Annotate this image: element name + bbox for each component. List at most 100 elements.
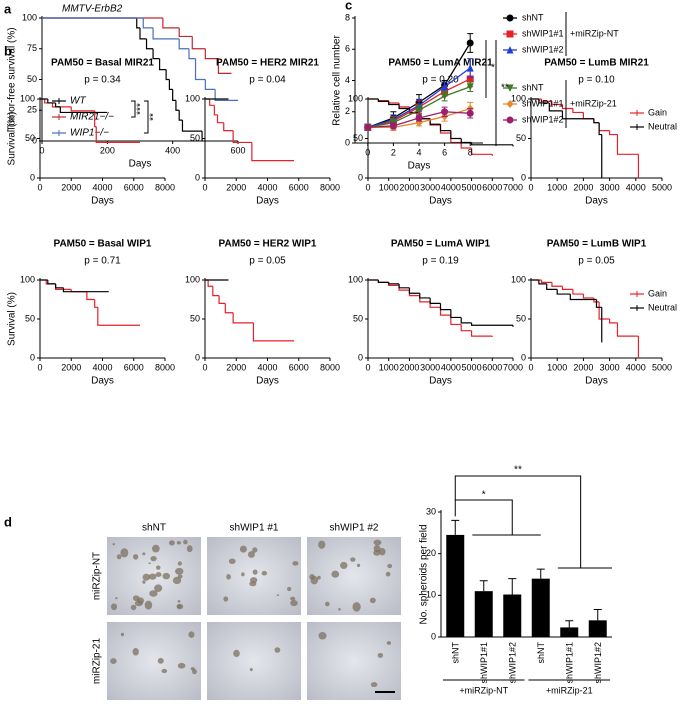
x-tick-label: 0 (528, 362, 533, 372)
spheroid (157, 657, 164, 664)
survival-step (609, 130, 618, 136)
micrograph (207, 622, 301, 700)
survival-step (191, 36, 206, 50)
panel-label: c (345, 0, 352, 12)
survival-step (175, 100, 180, 111)
x-tick-label: 8000 (320, 182, 340, 192)
survival-step (561, 286, 573, 290)
survival-step (569, 294, 589, 301)
survival-step (572, 108, 584, 114)
marker (506, 84, 514, 92)
survival-step (450, 315, 462, 326)
x-tick-label: 0 (365, 362, 370, 372)
significance-bracket (131, 100, 136, 118)
x-tick-label: 4000 (626, 182, 646, 192)
survival-step (207, 280, 213, 287)
survival-step (159, 58, 167, 71)
x-tick-label: 2000 (61, 182, 81, 192)
x-tick-label: 8 (468, 147, 473, 157)
survival-step (556, 289, 571, 295)
x-axis-label: Days (91, 196, 114, 207)
error-bar (451, 519, 460, 535)
survival-step (388, 101, 400, 106)
spheroid (168, 540, 175, 546)
error-bar (536, 568, 545, 579)
x-tick-label: 0 (39, 145, 44, 155)
y-tick-label: 100 (348, 274, 363, 284)
significance-label: * (482, 490, 486, 501)
y-tick-label: 50 (27, 74, 37, 84)
survival-step (136, 18, 140, 29)
x-tick-label: 0 (528, 182, 533, 192)
x-tick-label: 5000 (652, 182, 672, 192)
survival-step (595, 299, 602, 308)
spheroid (133, 554, 139, 560)
survival-step (47, 280, 56, 285)
x-axis-label: Days (585, 376, 608, 387)
x-tick-label: 2 (391, 147, 396, 157)
bar (531, 578, 550, 637)
x-tick-label: 1000 (379, 182, 399, 192)
spheroid (249, 668, 253, 672)
survival-step (460, 317, 472, 324)
x-tick-label: 1000 (547, 362, 567, 372)
spheroid (115, 597, 118, 600)
x-tick-label: 1000 (379, 362, 399, 372)
spheroid (161, 668, 168, 674)
group-label: +miRZip-NT (570, 28, 619, 38)
x-tick-label: 6000 (124, 182, 144, 192)
spheroid (239, 545, 247, 553)
y-axis-label: Survival (%) (7, 292, 18, 346)
significance-label: ** (514, 465, 522, 476)
survival-step (178, 27, 193, 38)
survival-step (204, 79, 216, 90)
spheroid (352, 602, 361, 612)
y-tick-label: 75 (27, 43, 37, 53)
survival-step (398, 283, 410, 289)
x-axis-label: Days (129, 159, 152, 170)
legend-label: shWIP1#2 (522, 44, 564, 54)
survival-step (616, 134, 636, 155)
legend-label: Gain (648, 107, 667, 117)
spheroid (369, 597, 376, 604)
spheroid (226, 574, 231, 580)
survival-step (224, 303, 234, 314)
spheroid (386, 641, 392, 645)
x-tick-label: 2000 (573, 362, 593, 372)
survival-step (55, 102, 61, 108)
x-tick-label: 3000 (420, 362, 440, 372)
survival-step (70, 106, 95, 112)
spheroid (276, 594, 280, 597)
bar (446, 534, 465, 637)
y-tick-label: 0 (358, 352, 363, 362)
p-value: p = 0.10 (578, 75, 615, 86)
survival-step (546, 283, 558, 290)
chart-title: PAM50 = LumA MIR21 (388, 58, 493, 69)
p-value: p = 0.34 (84, 75, 121, 86)
spheroid (309, 574, 315, 580)
y-tick-label: 25 (27, 105, 37, 115)
chart-title: MMTV-ErbB2 (62, 4, 123, 15)
y-tick-label: 100 (20, 274, 35, 284)
x-axis-label: Days (429, 376, 452, 387)
spheroid (155, 572, 162, 577)
survival-step (439, 125, 451, 134)
survival-step (598, 301, 610, 320)
survival-step (460, 142, 472, 149)
spheroid (156, 565, 161, 570)
x-tick-label: 8000 (320, 362, 340, 372)
survival-step (162, 18, 180, 29)
significance-bracket (144, 100, 149, 134)
spheroid (338, 608, 341, 611)
legend-label: shWIP1#2 (522, 114, 564, 124)
survival-step (152, 48, 160, 60)
x-tick-label: 5000 (462, 362, 482, 372)
x-tick-label: 0 (37, 182, 42, 192)
x-tick-label: 6000 (289, 182, 309, 192)
x-tick-label: 5000 (652, 362, 672, 372)
survival-step (95, 126, 140, 144)
survival-step (209, 99, 215, 106)
x-axis-label: Days (256, 196, 279, 207)
x-tick-label: 4000 (92, 182, 112, 192)
survival-step (218, 295, 226, 304)
